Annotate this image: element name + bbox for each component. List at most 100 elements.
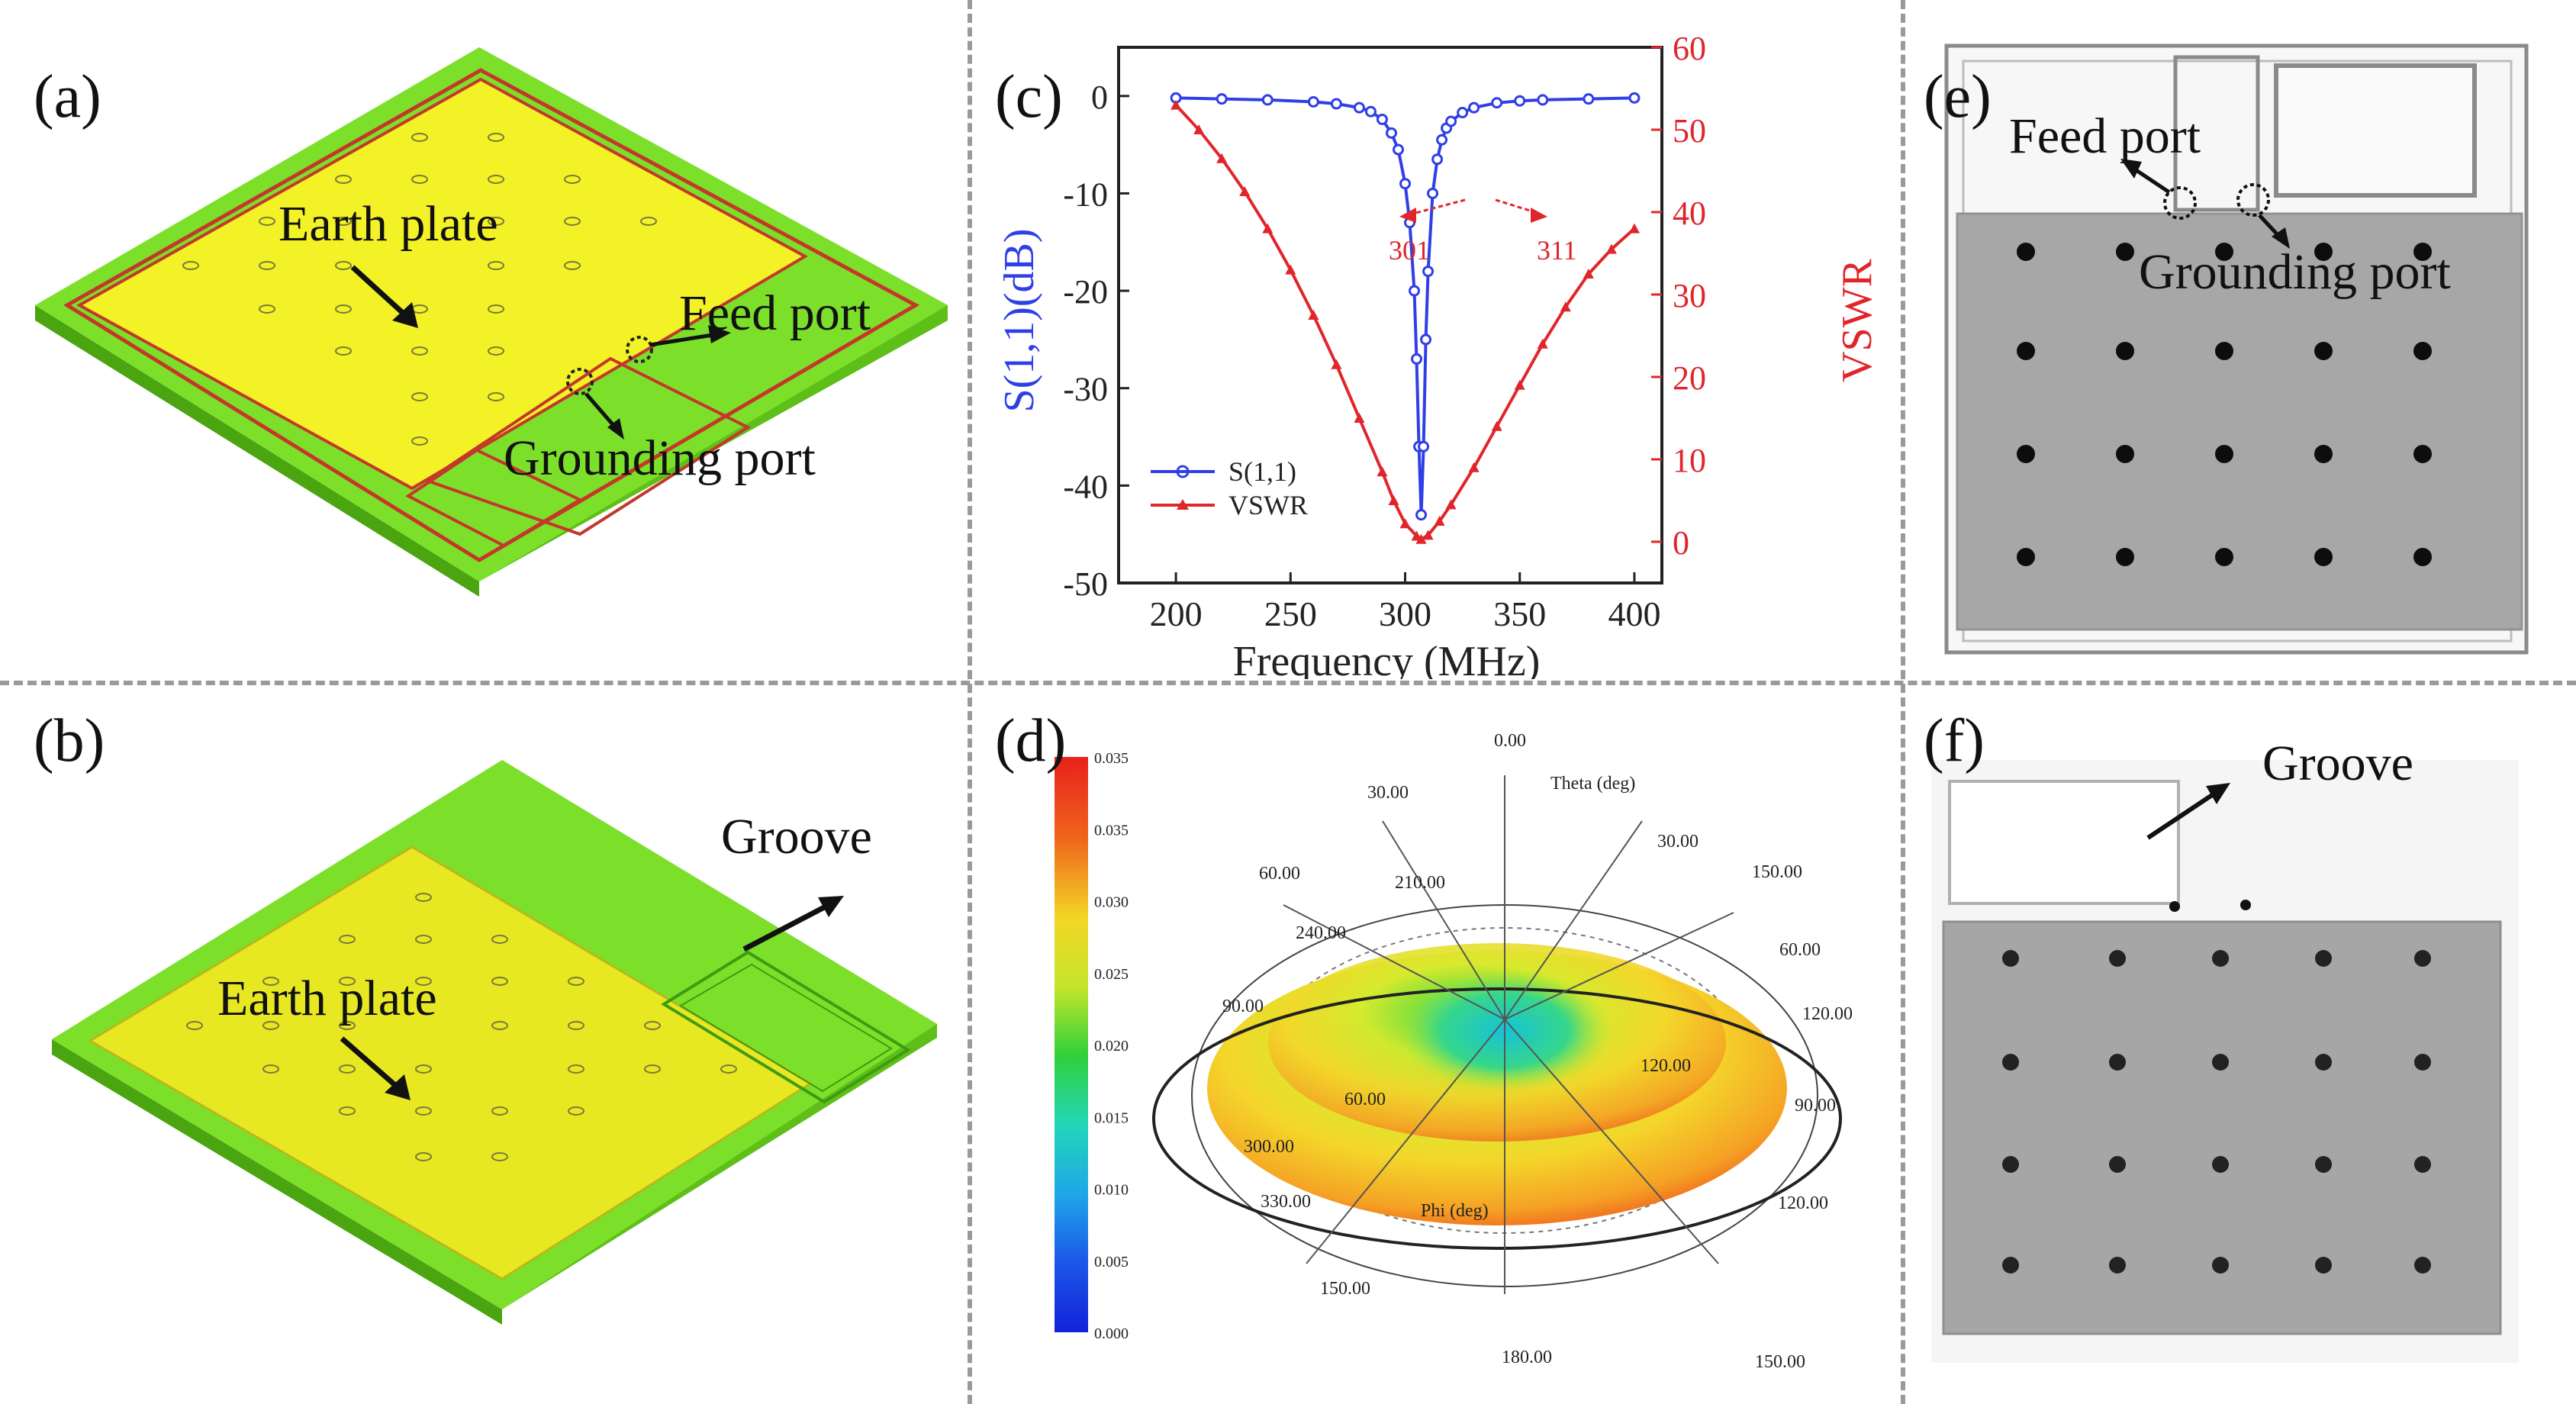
s11-point [1515, 96, 1525, 105]
s11-point [1492, 98, 1502, 108]
x-tick-label: 250 [1264, 594, 1317, 633]
x-tick-label: 350 [1493, 594, 1546, 633]
y2-tick-label: 20 [1673, 359, 1706, 397]
antenna-model-b: Earth plate Groove [0, 684, 968, 1404]
s11-point [1217, 95, 1226, 104]
colorbar-tick: 0.015 [1094, 1109, 1129, 1126]
s11-point [1447, 117, 1456, 126]
angle-label: 300.00 [1244, 1137, 1294, 1157]
panel-e: Feed port Grounding port (e) [1904, 0, 2576, 679]
grounding-port-label-e: Grounding port [2139, 244, 2451, 300]
s11-point [1263, 95, 1272, 105]
y2-tick-label: 50 [1673, 112, 1706, 150]
s11-point [1422, 335, 1431, 344]
s11-point [1424, 267, 1433, 276]
s11-vswr-chart: 200 250 300 350 4000-10-20-30-40-50010203040… [971, 0, 1898, 679]
panel-label-c: (c) [995, 63, 1063, 132]
photo-f: Groove [1904, 684, 2576, 1404]
panel-label-a: (a) [34, 63, 101, 132]
colorbar-tick: 0.005 [1094, 1254, 1129, 1270]
angle-label: 90.00 [1795, 1096, 1836, 1116]
groove-label-b: Groove [721, 809, 872, 865]
angle-label: 30.00 [1367, 783, 1409, 803]
y2-tick-label: 30 [1673, 277, 1706, 314]
s11-point [1412, 354, 1422, 363]
s11-point [1433, 155, 1442, 164]
colorbar-tick: 0.000 [1094, 1325, 1129, 1342]
colorbar-tick: 0.025 [1094, 966, 1129, 983]
angle-label: 150.00 [1755, 1352, 1805, 1372]
y2-tick-label: 40 [1673, 195, 1706, 232]
legend-label-s11: S(1,1) [1228, 456, 1296, 487]
y-tick-label: -20 [1063, 273, 1108, 311]
panel-label-e: (e) [1924, 63, 1992, 132]
angle-label: 60.00 [1259, 864, 1300, 884]
panel-d: 0.035 0.035 0.030 0.025 0.020 0.015 0.010 0.005… [971, 684, 1898, 1404]
angle-label: 150.00 [1320, 1279, 1370, 1299]
y2-tick-label: 10 [1673, 442, 1706, 479]
angle-label: 0.00 [1494, 731, 1526, 751]
annotation-311: 311 [1537, 235, 1577, 266]
s11-point [1584, 95, 1593, 104]
radiation-pattern: 0.0350.0350.0300.0250.0200.0150.0100.005… [971, 684, 1898, 1404]
s11-point [1401, 179, 1410, 188]
angle-label: 210.00 [1395, 873, 1445, 893]
s11-point [1470, 103, 1479, 112]
s11-point [1354, 103, 1364, 112]
panel-label-d: (d) [995, 707, 1066, 776]
colorbar-tick: 0.030 [1094, 894, 1129, 911]
earth-plate-label-b: Earth plate [217, 971, 437, 1026]
s11-point [1410, 286, 1419, 295]
groove-label-f: Groove [2262, 736, 2413, 791]
s11-point [1377, 114, 1386, 124]
photo-groove-f [1950, 781, 2178, 903]
x-axis-label: Frequency (MHz) [1233, 638, 1541, 679]
s11-point [1419, 442, 1428, 451]
photo-groove-e [2276, 66, 2475, 195]
y-tick-label: -50 [1063, 565, 1108, 603]
colorbar-tick: 0.010 [1094, 1182, 1129, 1199]
colorbar [1055, 757, 1088, 1332]
y2-tick-label: 0 [1673, 524, 1689, 562]
y-tick-label: -40 [1063, 468, 1108, 505]
y-tick-label: -30 [1063, 371, 1108, 408]
angle-label: 30.00 [1657, 832, 1699, 852]
phi-axis-label: Phi (deg) [1421, 1201, 1489, 1221]
angle-label: 180.00 [1502, 1348, 1552, 1367]
angle-label: 150.00 [1752, 862, 1802, 882]
s11-point [1331, 99, 1341, 108]
s11-point [1309, 97, 1318, 106]
panel-b: Earth plate Groove (b) [0, 684, 968, 1404]
s11-point [1417, 510, 1426, 520]
s11-point [1428, 188, 1438, 198]
s11-point [1538, 95, 1547, 105]
angle-label: 120.00 [1641, 1056, 1691, 1076]
angle-label: 60.00 [1779, 940, 1821, 960]
s11-point [1394, 145, 1403, 154]
y-tick-label: 0 [1091, 79, 1108, 116]
photo-port-dot-2 [2240, 900, 2251, 910]
s11-point [1387, 128, 1396, 137]
s11-point [1630, 93, 1639, 102]
angle-label: 120.00 [1802, 1004, 1853, 1024]
y-axis-label: S(1,1)(dB) [996, 228, 1043, 412]
panel-c: 200 250 300 350 400 0 -10 -20 -30 -40 -50 0 10 20 30 40… [971, 0, 1898, 679]
angle-label: 60.00 [1344, 1090, 1386, 1109]
annotation-301: 301 [1389, 235, 1430, 266]
angle-label: 330.00 [1261, 1192, 1311, 1212]
s11-point [1366, 107, 1375, 116]
panel-label-f: (f) [1924, 707, 1985, 776]
angle-label: 120.00 [1778, 1193, 1828, 1213]
earth-plate-label-a: Earth plate [279, 196, 498, 252]
y-tick-label: -10 [1063, 176, 1108, 213]
colorbar-tick: 0.035 [1094, 822, 1129, 839]
x-tick-label: 300 [1379, 594, 1431, 633]
antenna-model-a: Earth plate Feed port Grounding port [0, 0, 968, 679]
s11-point [1438, 135, 1447, 144]
angle-label: 90.00 [1222, 997, 1264, 1016]
panel-f: Groove (f) [1904, 684, 2576, 1404]
y2-axis-label: VSWR [1834, 258, 1881, 382]
photo-e: Feed port Grounding port [1904, 0, 2576, 679]
panel-label-b: (b) [34, 707, 105, 776]
s11-point [1458, 108, 1467, 118]
